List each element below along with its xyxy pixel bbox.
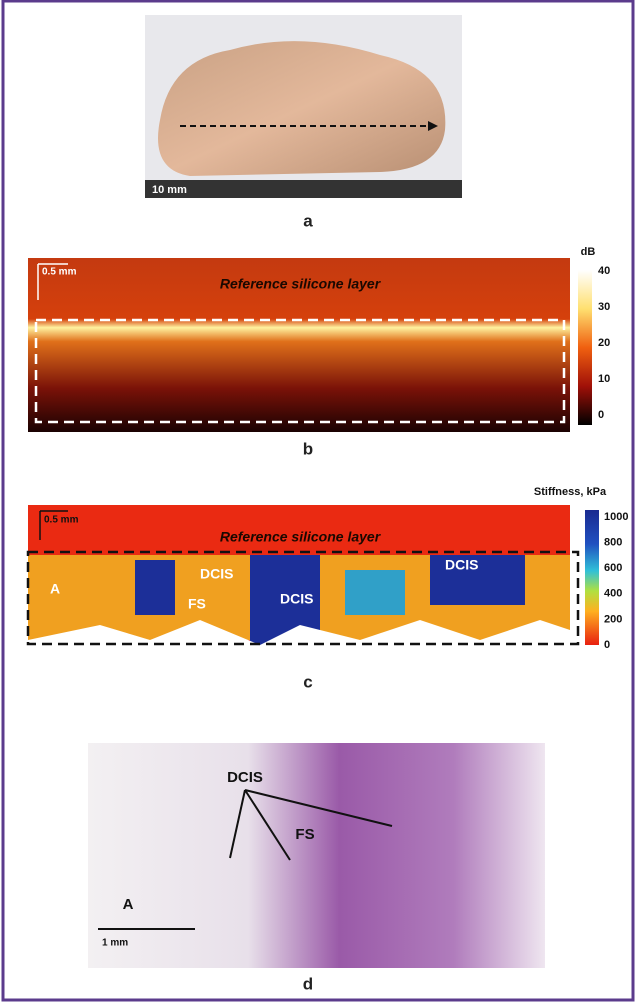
colorbar-title: dB <box>581 246 596 258</box>
colorbar-ticks: 40 30 20 10 0 <box>598 265 610 421</box>
colorbar-tick-label: 200 <box>604 613 622 625</box>
colorbar <box>585 510 599 645</box>
scale-bar: 10 mm <box>152 184 187 196</box>
colorbar-tick-label: 20 <box>598 337 610 349</box>
panel-label: c <box>303 672 312 691</box>
colorbar-tick-label: 0 <box>604 639 610 651</box>
colorbar-tick-label: 0 <box>598 409 604 421</box>
region-label: Reference silicone layer <box>220 276 382 292</box>
mid-region <box>345 570 405 615</box>
stiff-region <box>135 560 175 615</box>
colorbar-tick-label: 40 <box>598 265 610 277</box>
colorbar-tick-label: 30 <box>598 301 610 313</box>
figure: 10 mm a 0.5 mm Reference silicone layer … <box>0 0 638 1003</box>
annotation: A <box>123 896 134 913</box>
panel-label: b <box>303 439 313 458</box>
panel-label: d <box>303 974 313 993</box>
colorbar-tick-label: 400 <box>604 588 622 600</box>
panel-label: a <box>303 211 313 230</box>
annotation: FS <box>188 596 206 612</box>
histology <box>88 743 545 968</box>
annotation: FS <box>295 826 314 843</box>
colorbar-tick-label: 800 <box>604 537 622 549</box>
colorbar-tick-label: 600 <box>604 562 622 574</box>
annotation: DCIS <box>200 566 233 582</box>
page: {"panel_a": {"scale_bar": "10 mm", "labe… <box>0 0 638 1003</box>
colorbar-tick-label: 1000 <box>604 511 628 523</box>
region-label: Reference silicone layer <box>220 529 382 545</box>
colorbar-tick-label: 10 <box>598 373 610 385</box>
annotation: DCIS <box>445 557 478 573</box>
ruler <box>145 180 462 198</box>
scale-bar: 0.5 mm <box>44 515 79 526</box>
annotation: DCIS <box>280 591 313 607</box>
colorbar <box>578 270 592 425</box>
annotation: A <box>50 581 60 597</box>
colorbar-title: Stiffness, kPa <box>534 486 607 498</box>
colorbar-ticks: 1000 800 600 400 200 0 <box>604 511 628 651</box>
scale-bar: 0.5 mm <box>42 267 77 278</box>
annotation: DCIS <box>227 769 263 786</box>
scale-bar: 1 mm <box>102 938 128 949</box>
